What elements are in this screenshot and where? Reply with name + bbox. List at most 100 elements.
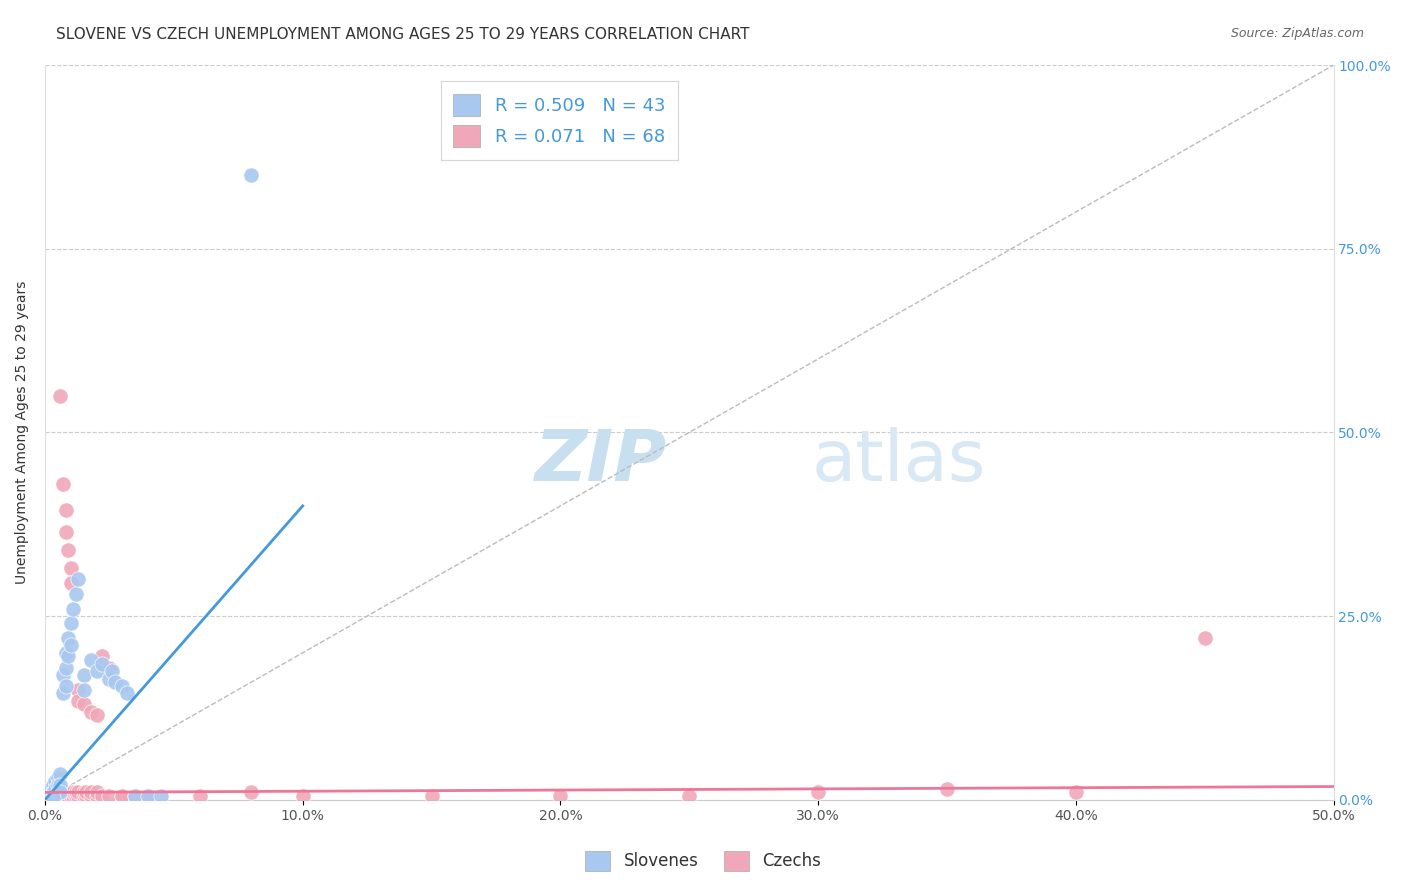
Point [67,573,90,587]
Point [41,785,63,799]
Point [67,785,90,799]
Point [56,543,79,558]
Point [67,682,90,697]
Point [49,767,72,781]
Point [936,781,959,796]
Point [111,789,134,803]
Point [52,668,75,682]
Point [55,789,77,803]
Point [39,785,62,799]
Text: Source: ZipAtlas.com: Source: ZipAtlas.com [1230,27,1364,40]
Point [37,785,59,799]
Point [55,785,77,799]
Point [72,682,94,697]
Point [46,785,69,799]
Point [240,785,263,799]
Point [72,789,94,803]
Point [80,785,103,799]
Point [56,631,79,645]
Point [80,789,103,803]
Point [46,778,69,792]
Point [62,601,84,615]
Point [1194,631,1216,645]
Y-axis label: Unemployment Among Ages 25 to 29 years: Unemployment Among Ages 25 to 29 years [15,281,30,584]
Point [59,616,82,631]
Point [124,789,146,803]
Point [37,789,59,803]
Point [41,789,63,803]
Point [59,785,82,799]
Point [59,576,82,591]
Point [37,785,59,799]
Point [80,653,103,667]
Point [52,789,75,803]
Point [44,789,66,803]
Point [124,789,146,803]
Point [49,785,72,799]
Point [39,789,62,803]
Point [55,524,77,539]
Point [1064,785,1087,799]
Point [55,646,77,660]
Point [46,781,69,796]
Point [39,781,62,796]
Point [188,789,211,803]
Point [136,789,159,803]
Point [90,657,112,671]
Point [67,789,90,803]
Point [39,789,62,803]
Point [41,781,63,796]
Point [807,785,830,799]
Point [86,664,108,678]
Point [65,587,87,601]
Point [291,789,314,803]
Point [39,781,62,796]
Point [56,789,79,803]
Legend: Slovenes, Czechs: Slovenes, Czechs [576,842,830,880]
Point [41,789,63,803]
Point [44,774,66,789]
Point [41,785,63,799]
Point [98,789,121,803]
Point [62,789,84,803]
Point [86,785,108,799]
Point [72,785,94,799]
Point [90,789,112,803]
Point [44,778,66,792]
Point [52,785,75,799]
Point [65,789,87,803]
Point [90,649,112,664]
Point [49,789,72,803]
Point [56,649,79,664]
Point [86,708,108,723]
Point [86,789,108,803]
Point [49,785,72,799]
Point [62,785,84,799]
Point [46,771,69,785]
Point [59,561,82,575]
Text: SLOVENE VS CZECH UNEMPLOYMENT AMONG AGES 25 TO 29 YEARS CORRELATION CHART: SLOVENE VS CZECH UNEMPLOYMENT AMONG AGES… [56,27,749,42]
Point [98,660,121,674]
Point [49,389,72,403]
Point [56,785,79,799]
Point [72,698,94,712]
Point [80,705,103,719]
Point [111,679,134,693]
Point [67,693,90,707]
Point [111,789,134,803]
Legend: R = 0.509   N = 43, R = 0.071   N = 68: R = 0.509 N = 43, R = 0.071 N = 68 [440,81,678,160]
Text: atlas: atlas [811,427,986,496]
Point [98,672,121,686]
Point [550,789,572,803]
Point [46,785,69,799]
Point [72,668,94,682]
Point [149,789,172,803]
Point [44,781,66,796]
Point [37,789,59,803]
Point [103,675,125,690]
Point [240,169,263,183]
Point [55,679,77,693]
Point [44,785,66,799]
Point [65,785,87,799]
Point [55,502,77,516]
